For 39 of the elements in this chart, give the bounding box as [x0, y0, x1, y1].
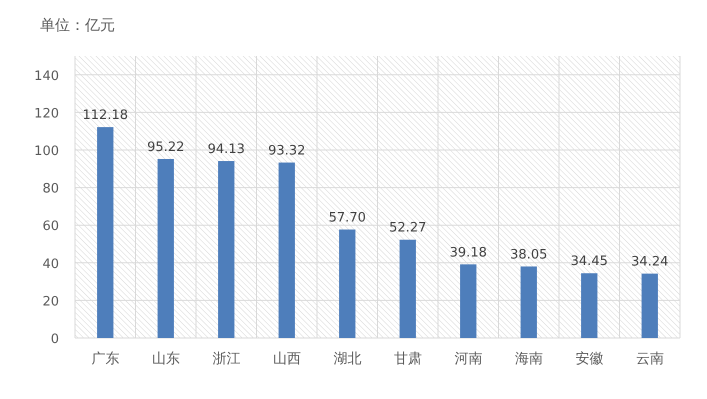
y-tick-label: 100 [34, 144, 59, 159]
bar [218, 161, 234, 338]
data-label: 34.45 [570, 254, 608, 270]
x-tick-label: 湖北 [333, 351, 362, 367]
y-tick-label: 80 [42, 182, 59, 197]
y-tick-label: 120 [34, 106, 59, 122]
data-label: 39.18 [450, 245, 487, 260]
x-tick-label: 安徽 [575, 351, 604, 367]
data-label: 38.05 [510, 247, 548, 262]
x-tick-label: 河南 [454, 351, 482, 367]
bar [460, 264, 476, 338]
x-tick-label: 甘肃 [394, 351, 422, 367]
x-tick-label: 山西 [272, 351, 301, 367]
bar [97, 127, 114, 338]
x-tick-label: 云南 [636, 351, 664, 367]
data-label: 57.70 [328, 210, 366, 226]
data-label: 94.13 [208, 142, 245, 158]
bar [339, 230, 356, 338]
y-tick-label: 40 [42, 256, 59, 272]
x-tick-label: 海南 [514, 351, 543, 367]
bar [520, 266, 537, 338]
data-label: 95.22 [147, 140, 184, 155]
data-label: 52.27 [389, 220, 426, 236]
y-tick-label: 0 [50, 332, 59, 347]
bar [581, 273, 598, 338]
x-tick-label: 浙江 [212, 351, 240, 367]
y-tick-label: 60 [42, 219, 59, 234]
bar [278, 162, 295, 338]
y-tick-label: 140 [34, 68, 59, 84]
bar [400, 240, 416, 338]
y-tick-label: 20 [42, 294, 59, 310]
x-tick-label: 广东 [91, 351, 120, 367]
y-axis-title: 单位：亿元 [40, 16, 115, 34]
data-label: 112.18 [82, 108, 128, 124]
data-label: 34.24 [631, 254, 668, 270]
bar [158, 158, 174, 338]
x-tick-label: 山东 [152, 351, 180, 367]
bar [642, 274, 658, 338]
data-label: 93.32 [268, 144, 306, 159]
